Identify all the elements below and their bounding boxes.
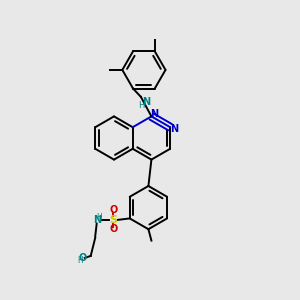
Text: H: H (97, 213, 102, 222)
Text: N: N (150, 109, 158, 119)
Text: O: O (78, 253, 86, 263)
Text: H: H (77, 256, 83, 265)
Text: N: N (142, 97, 150, 107)
Text: O: O (109, 205, 117, 215)
Text: N: N (93, 215, 101, 225)
Text: O: O (109, 224, 117, 235)
Text: H: H (139, 100, 145, 109)
Text: S: S (109, 215, 117, 225)
Text: N: N (170, 124, 178, 134)
